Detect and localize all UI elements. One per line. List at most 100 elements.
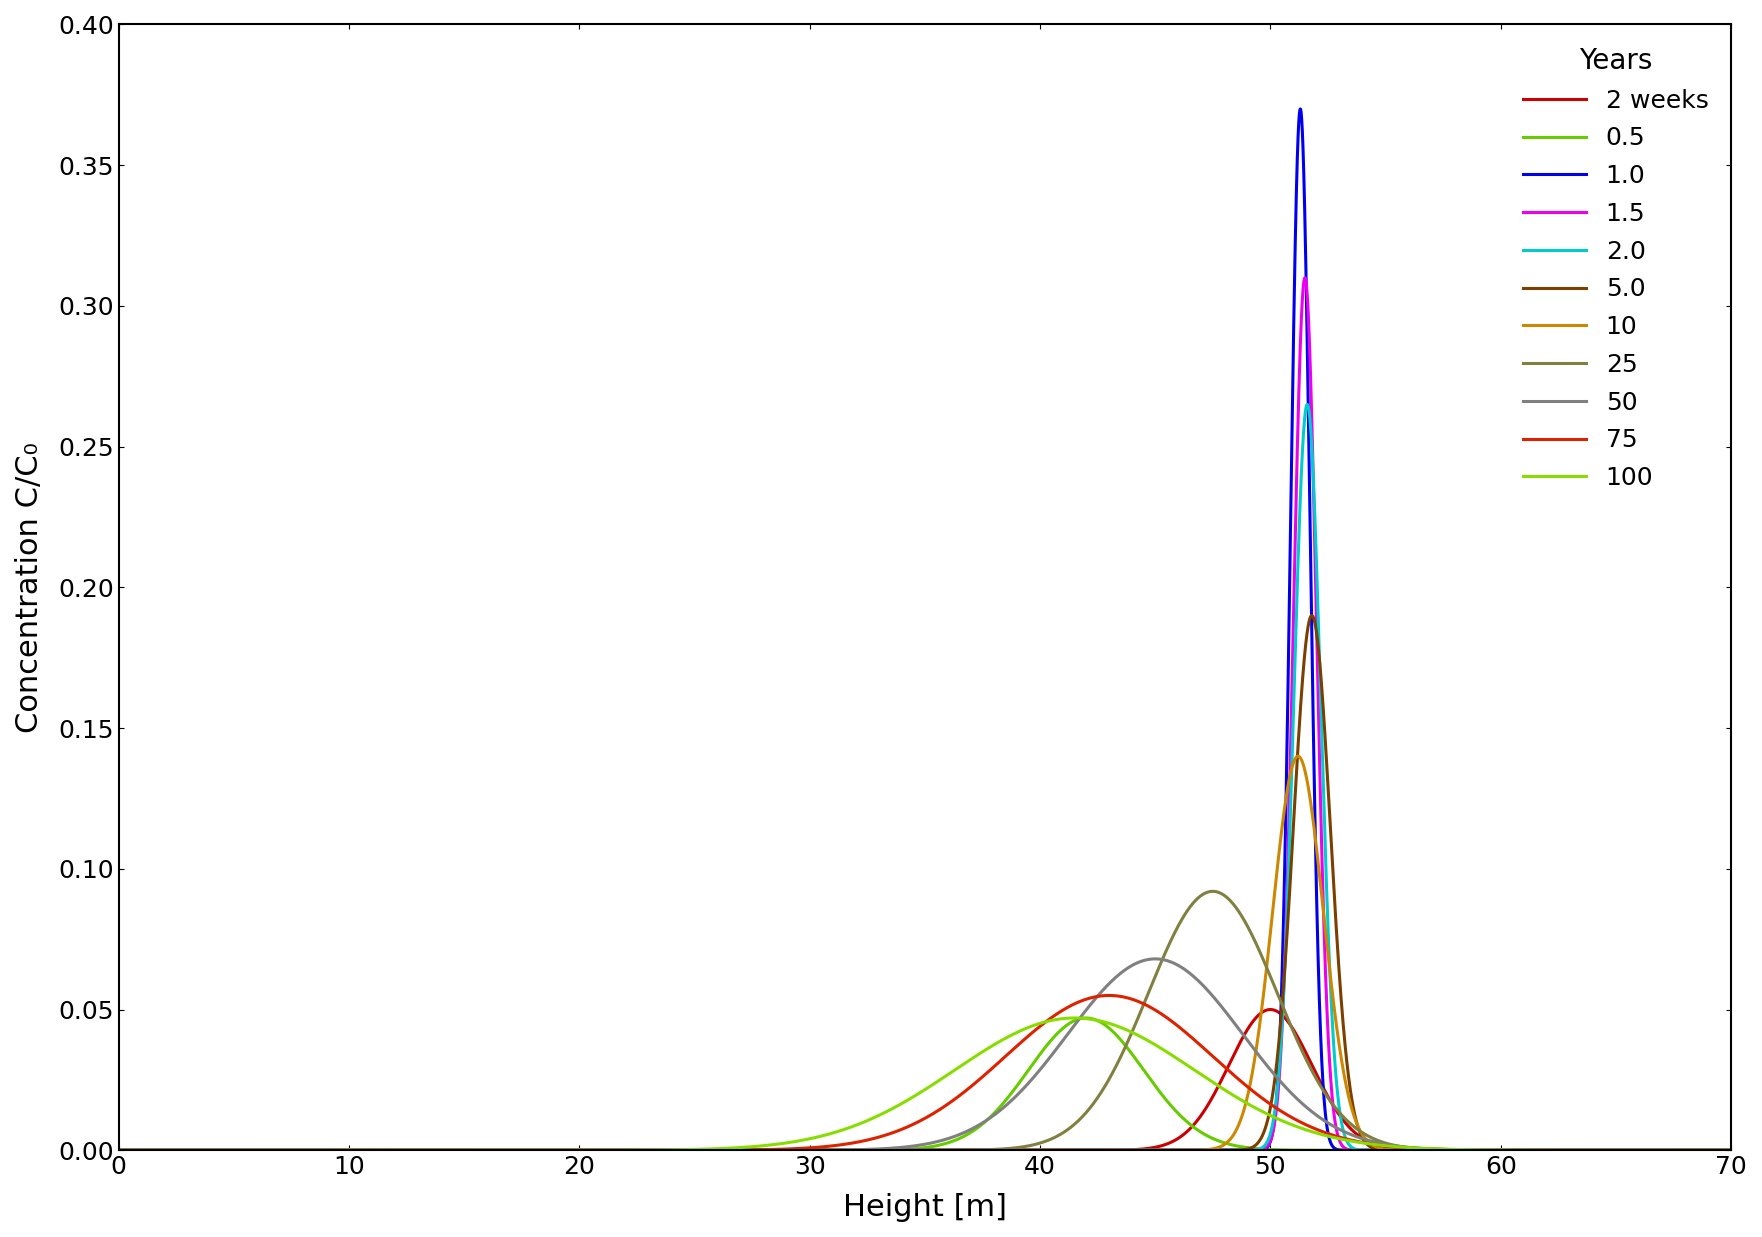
- 25: [1720, 1143, 1741, 1158]
- 2 weeks: [107, 1143, 129, 1158]
- 50: [1720, 1143, 1741, 1158]
- 100: [1635, 1143, 1656, 1158]
- 100: [107, 1143, 129, 1158]
- 0.5: [425, 1143, 446, 1158]
- 1.5: [1720, 1143, 1741, 1158]
- 0.5: [115, 1143, 136, 1158]
- Line: 2.0: 2.0: [118, 404, 1730, 1150]
- 100: [204, 1143, 226, 1158]
- 10: [1288, 748, 1309, 763]
- 1.5: [174, 1143, 196, 1158]
- Line: 0.5: 0.5: [118, 1018, 1730, 1150]
- 2.0: [425, 1143, 446, 1158]
- 1.0: [1290, 101, 1311, 116]
- 100: [425, 1143, 446, 1158]
- 100: [174, 1143, 196, 1158]
- 2 weeks: [1720, 1143, 1741, 1158]
- 25: [897, 1143, 918, 1158]
- Line: 5.0: 5.0: [118, 616, 1730, 1150]
- 25: [425, 1143, 446, 1158]
- 1.5: [1635, 1143, 1656, 1158]
- 10: [425, 1143, 446, 1158]
- 10: [115, 1143, 136, 1158]
- 1.5: [897, 1143, 918, 1158]
- 1.0: [174, 1143, 196, 1158]
- 2.0: [107, 1143, 129, 1158]
- 1.5: [204, 1143, 226, 1158]
- 2.0: [1635, 1143, 1656, 1158]
- 2 weeks: [425, 1143, 446, 1158]
- 10: [1635, 1143, 1656, 1158]
- 5.0: [174, 1143, 196, 1158]
- 50: [115, 1143, 136, 1158]
- 75: [897, 1119, 918, 1134]
- Line: 50: 50: [118, 959, 1730, 1150]
- 1.0: [1720, 1143, 1741, 1158]
- 25: [115, 1143, 136, 1158]
- 2 weeks: [115, 1143, 136, 1158]
- 50: [107, 1143, 129, 1158]
- 0.5: [1635, 1143, 1656, 1158]
- 2 weeks: [174, 1143, 196, 1158]
- 75: [1720, 1143, 1741, 1158]
- 75: [1098, 988, 1119, 1003]
- X-axis label: Height [m]: Height [m]: [842, 1192, 1006, 1222]
- 10: [897, 1143, 918, 1158]
- 25: [204, 1143, 226, 1158]
- 50: [1145, 951, 1166, 966]
- 5.0: [1300, 609, 1322, 623]
- 25: [1202, 884, 1223, 899]
- 5.0: [204, 1143, 226, 1158]
- 5.0: [1720, 1143, 1741, 1158]
- 75: [115, 1143, 136, 1158]
- 2.0: [174, 1143, 196, 1158]
- Line: 75: 75: [118, 996, 1730, 1150]
- 1.0: [115, 1143, 136, 1158]
- 10: [107, 1143, 129, 1158]
- 0.5: [204, 1143, 226, 1158]
- 1.0: [107, 1143, 129, 1158]
- 5.0: [115, 1143, 136, 1158]
- 2 weeks: [204, 1143, 226, 1158]
- 1.0: [1635, 1143, 1656, 1158]
- Line: 2 weeks: 2 weeks: [118, 1009, 1730, 1150]
- 10: [204, 1143, 226, 1158]
- 100: [1064, 1011, 1085, 1025]
- 50: [425, 1143, 446, 1158]
- 50: [204, 1143, 226, 1158]
- 2.0: [1297, 397, 1318, 412]
- 0.5: [1720, 1143, 1741, 1158]
- 5.0: [1635, 1143, 1656, 1158]
- 0.5: [107, 1143, 129, 1158]
- 5.0: [425, 1143, 446, 1158]
- 1.5: [115, 1143, 136, 1158]
- 100: [1720, 1143, 1741, 1158]
- 1.5: [107, 1143, 129, 1158]
- 2.0: [204, 1143, 226, 1158]
- 2 weeks: [1260, 1002, 1281, 1017]
- 75: [204, 1143, 226, 1158]
- Line: 1.0: 1.0: [118, 109, 1730, 1150]
- 1.0: [204, 1143, 226, 1158]
- 2 weeks: [897, 1143, 918, 1158]
- 10: [1720, 1143, 1741, 1158]
- 75: [425, 1143, 446, 1158]
- Legend: 2 weeks, 0.5, 1.0, 1.5, 2.0, 5.0, 10, 25, 50, 75, 100: 2 weeks, 0.5, 1.0, 1.5, 2.0, 5.0, 10, 25…: [1514, 37, 1718, 500]
- 50: [1635, 1143, 1656, 1158]
- 1.0: [897, 1143, 918, 1158]
- 0.5: [897, 1142, 918, 1157]
- 50: [174, 1143, 196, 1158]
- 0.5: [1075, 1011, 1096, 1025]
- Line: 10: 10: [118, 756, 1730, 1150]
- 75: [174, 1143, 196, 1158]
- 100: [897, 1094, 918, 1108]
- 75: [1635, 1143, 1656, 1158]
- Y-axis label: Concentration C/C₀: Concentration C/C₀: [16, 442, 44, 732]
- 100: [115, 1143, 136, 1158]
- 10: [174, 1143, 196, 1158]
- 2.0: [1720, 1143, 1741, 1158]
- 25: [1635, 1143, 1656, 1158]
- 2 weeks: [1635, 1143, 1656, 1158]
- 1.5: [1295, 271, 1316, 286]
- 5.0: [107, 1143, 129, 1158]
